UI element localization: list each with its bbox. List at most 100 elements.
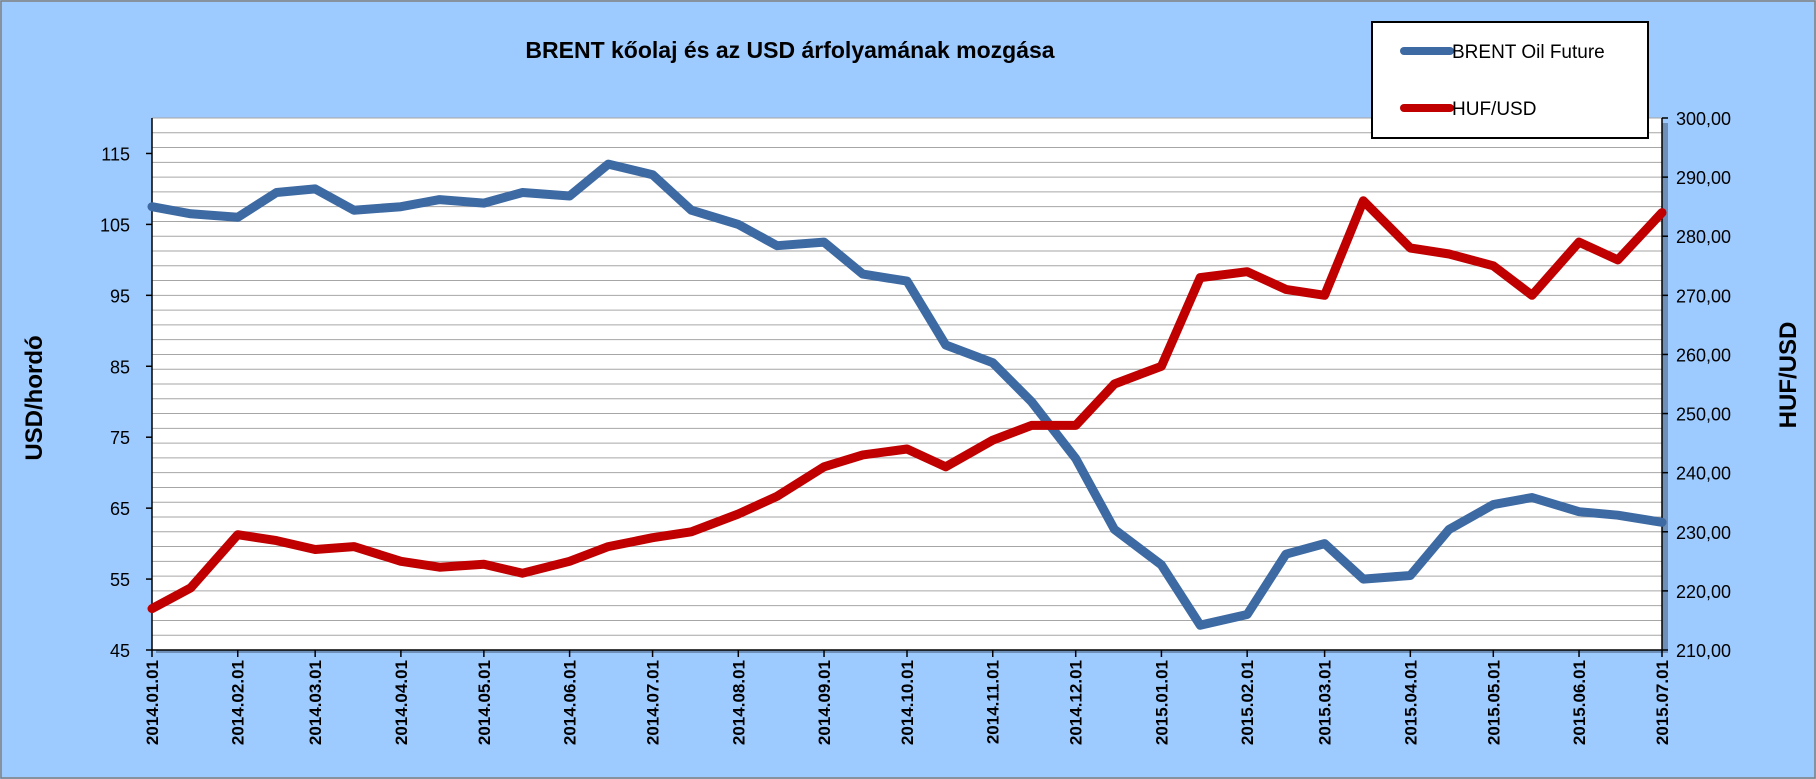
data-point-1-15 [776, 495, 778, 498]
data-point-0-24 [1160, 563, 1163, 566]
x-tick-label: 2015.05.01 [1484, 660, 1503, 745]
x-tick-label: 2015.03.01 [1316, 660, 1335, 745]
data-point-0-9 [521, 191, 524, 194]
right-tick-label: 260,00 [1676, 345, 1731, 365]
x-tick-label: 2015.07.01 [1653, 660, 1672, 745]
right-axis-tick-labels: 210,00 220,00 230,00 240,00 250,00 260,00 270,… [1676, 109, 1731, 661]
data-point-1-7 [438, 566, 441, 569]
data-point-0-17 [861, 273, 864, 276]
data-point-1-28 [1323, 294, 1326, 297]
x-tick-label: 2015.04.01 [1401, 660, 1420, 745]
data-point-1-16 [823, 465, 825, 468]
x-tick-label: 2014.08.01 [729, 660, 748, 745]
data-point-1-10 [568, 560, 571, 563]
x-axis-tick-labels: 2014.01.01 2014.02.01 2014.03.01 2014.04.01… [143, 660, 1672, 745]
x-tick-label: 2014.06.01 [561, 660, 580, 745]
data-point-0-29 [1362, 578, 1365, 581]
x-tick-label: 2014.05.01 [475, 660, 494, 745]
data-point-0-34 [1578, 510, 1580, 513]
data-point-1-18 [906, 448, 908, 450]
data-point-1-31 [1448, 253, 1451, 255]
data-point-0-35 [1616, 514, 1619, 517]
data-point-1-12 [651, 536, 654, 539]
data-point-0-21 [1030, 400, 1033, 403]
x-tick-label: 2014.10.01 [898, 660, 917, 745]
left-tick-label: 95 [110, 286, 130, 306]
x-tick-label: 2014.09.01 [815, 660, 834, 745]
data-point-0-8 [482, 202, 485, 205]
data-point-1-32 [1492, 264, 1495, 267]
right-tick-label: 210,00 [1676, 641, 1731, 661]
data-point-1-19 [944, 465, 947, 468]
data-point-0-11 [607, 163, 610, 166]
left-tick-label: 85 [110, 357, 130, 377]
left-axis-label: USD/hordó [21, 335, 48, 460]
x-tick-label: 2014.12.01 [1067, 660, 1086, 745]
x-tick-label: 2014.07.01 [644, 660, 663, 745]
left-tick-label: 105 [100, 215, 130, 235]
data-point-1-13 [690, 530, 693, 533]
left-tick-label: 75 [110, 428, 130, 448]
right-tick-label: 300,00 [1676, 109, 1731, 129]
data-point-0-2 [236, 216, 239, 219]
chart-title: BRENT kőolaj és az USD árfolyamának mozg… [525, 37, 1054, 63]
data-point-0-1 [189, 212, 192, 215]
data-point-1-20 [991, 439, 994, 442]
data-point-0-6 [399, 205, 402, 208]
data-point-1-3 [275, 539, 278, 542]
data-point-1-22 [1074, 424, 1077, 427]
data-point-0-27 [1284, 553, 1287, 556]
data-point-0-14 [737, 223, 740, 226]
data-point-1-35 [1616, 258, 1619, 261]
right-axis-label: HUF/USD [1775, 322, 1802, 429]
data-point-0-7 [438, 198, 441, 201]
data-point-0-16 [823, 241, 825, 244]
right-tick-label: 250,00 [1676, 405, 1731, 425]
x-tick-label: 2014.04.01 [392, 660, 411, 745]
legend-box [1371, 21, 1649, 139]
series-lines [147, 159, 1667, 630]
data-point-1-27 [1284, 288, 1287, 291]
legend-label-brent: BRENT Oil Future [1452, 42, 1605, 63]
x-tick-label: 2014.01.01 [143, 660, 162, 745]
left-tick-label: 115 [101, 144, 130, 164]
left-tick-label: 45 [110, 641, 130, 661]
data-point-0-31 [1448, 528, 1451, 531]
data-point-0-20 [991, 361, 994, 364]
data-point-1-5 [352, 545, 355, 548]
data-point-1-17 [861, 453, 864, 456]
data-point-1-24 [1160, 365, 1163, 368]
data-point-1-30 [1409, 247, 1412, 249]
data-point-1-4 [314, 548, 317, 551]
data-point-0-13 [690, 209, 693, 212]
right-tick-label: 280,00 [1676, 227, 1731, 247]
data-point-0-26 [1246, 613, 1249, 616]
data-point-0-10 [568, 195, 571, 197]
data-point-1-26 [1246, 270, 1249, 273]
right-tick-label: 290,00 [1676, 168, 1731, 188]
data-point-1-1 [189, 586, 192, 589]
data-point-0-33 [1531, 496, 1533, 499]
right-tick-label: 270,00 [1676, 286, 1731, 306]
data-point-1-25 [1199, 276, 1202, 279]
legend-label-hufusd: HUF/USD [1452, 99, 1536, 120]
right-tick-label: 220,00 [1676, 582, 1731, 602]
data-point-0-4 [314, 187, 317, 190]
data-point-0-12 [651, 173, 654, 176]
left-tick-label: 55 [110, 570, 130, 590]
data-point-1-6 [399, 560, 402, 563]
data-point-0-30 [1409, 574, 1412, 577]
data-point-1-8 [482, 563, 485, 566]
data-point-0-22 [1074, 457, 1077, 460]
data-point-1-23 [1113, 383, 1116, 385]
data-point-0-23 [1113, 528, 1116, 531]
x-tick-label: 2014.11.01 [984, 660, 1003, 744]
data-point-1-21 [1030, 424, 1033, 427]
x-tick-label: 2015.06.01 [1570, 660, 1589, 745]
data-point-1-9 [521, 572, 524, 575]
data-point-0-5 [352, 209, 355, 212]
data-point-1-36 [1661, 211, 1663, 214]
data-point-0-19 [944, 344, 947, 346]
